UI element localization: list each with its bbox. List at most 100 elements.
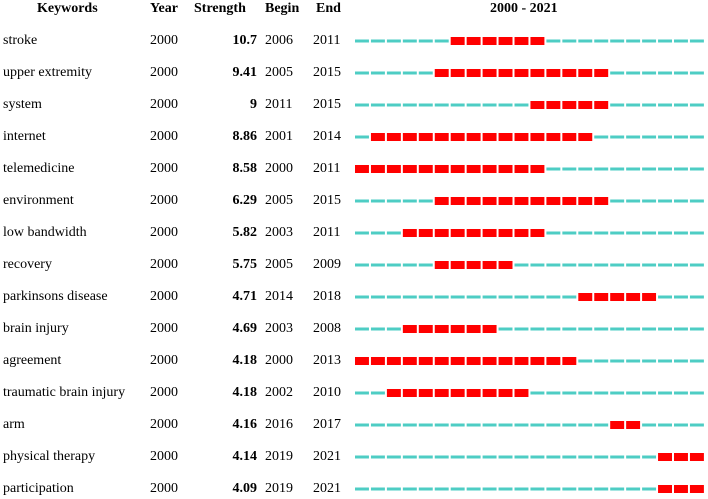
timeline-segment — [594, 135, 609, 139]
keyword-label: upper extremity — [3, 65, 93, 80]
timeline-segment — [402, 423, 417, 427]
timeline-segment — [355, 487, 369, 491]
timeline-segment — [642, 199, 657, 203]
year-label: 2000 — [150, 97, 178, 112]
timeline-segment — [658, 103, 672, 107]
timeline-segment — [386, 263, 401, 267]
burst-segment — [514, 389, 529, 397]
burst-segment — [466, 37, 481, 45]
timeline-segment — [402, 103, 417, 107]
burst-segment — [530, 101, 545, 109]
timeline-segment — [689, 103, 704, 107]
timeline-segment — [642, 327, 657, 331]
timeline-segment — [642, 263, 657, 267]
timeline-segment — [402, 71, 417, 75]
timeline-segment — [562, 263, 577, 267]
burst-segment — [514, 133, 529, 141]
end-label: 2014 — [313, 129, 341, 144]
burst-segment — [658, 453, 672, 461]
begin-label: 2019 — [265, 449, 293, 464]
timeline-segment — [689, 71, 704, 75]
timeline-segment — [418, 199, 433, 203]
strength-label: 8.86 — [232, 129, 258, 144]
timeline-segment — [370, 39, 385, 43]
timeline-segment — [642, 167, 657, 171]
end-label: 2015 — [313, 193, 341, 208]
burst-segment — [578, 101, 593, 109]
keyword-label: recovery — [3, 257, 52, 272]
begin-label: 2001 — [265, 129, 293, 144]
timeline-segment — [482, 103, 497, 107]
burst-segment — [498, 197, 513, 205]
year-label: 2000 — [150, 353, 178, 368]
burst-segment — [402, 357, 417, 365]
timeline-segment — [355, 423, 369, 427]
burst-segment — [450, 229, 465, 237]
timeline-segment — [370, 423, 385, 427]
timeline-segment — [546, 295, 561, 299]
burst-segment — [402, 165, 417, 173]
timeline-segment — [386, 231, 401, 235]
table-row: arm 2000 4.16 2016 2017 — [0, 416, 350, 434]
burst-segment — [434, 165, 449, 173]
timeline-segment — [642, 135, 657, 139]
burst-segment — [466, 133, 481, 141]
burst-segment — [482, 37, 497, 45]
burst-segment — [514, 229, 529, 237]
keyword-label: agreement — [3, 353, 62, 368]
timeline-segment — [402, 263, 417, 267]
timeline-segment — [689, 135, 704, 139]
end-label: 2015 — [313, 97, 341, 112]
timeline-segment — [450, 487, 465, 491]
end-label: 2013 — [313, 353, 341, 368]
burst-segment — [578, 197, 593, 205]
burst-segment — [402, 325, 417, 333]
burst-segment — [434, 389, 449, 397]
timeline-segment — [546, 263, 561, 267]
timeline-segment — [610, 455, 625, 459]
burst-segment — [450, 261, 465, 269]
strength-label: 10.7 — [232, 33, 258, 48]
timeline-segment — [578, 263, 593, 267]
timeline-segment — [689, 263, 704, 267]
timeline-segment — [578, 39, 593, 43]
burst-segment — [450, 357, 465, 365]
burst-segment — [482, 357, 497, 365]
timeline-segment — [418, 455, 433, 459]
burst-segment — [434, 261, 449, 269]
burst-segment — [562, 357, 577, 365]
year-label: 2000 — [150, 449, 178, 464]
timeline-segment — [658, 135, 672, 139]
burst-segment — [418, 133, 433, 141]
timeline-segment — [642, 391, 657, 395]
burst-segment — [498, 133, 513, 141]
timeline-segment — [482, 423, 497, 427]
timeline-segment — [546, 423, 561, 427]
timeline-segment — [386, 71, 401, 75]
timeline-segment — [450, 455, 465, 459]
timeline-segment — [370, 391, 385, 395]
burst-segment — [674, 453, 688, 461]
timeline-segment — [674, 231, 688, 235]
timeline-segment — [594, 455, 609, 459]
burst-segment — [562, 101, 577, 109]
burst-segment — [498, 229, 513, 237]
timeline-segment — [689, 423, 704, 427]
burst-segment — [402, 133, 417, 141]
timeline-segment — [562, 487, 577, 491]
burst-segment — [498, 37, 513, 45]
timeline-segment — [626, 487, 641, 491]
timeline-segment — [674, 39, 688, 43]
timeline-segment — [355, 135, 369, 139]
strength-label: 6.29 — [232, 193, 258, 208]
timeline-segment — [402, 487, 417, 491]
burst-segment — [434, 229, 449, 237]
timeline-segment — [689, 359, 704, 363]
burst-segment — [498, 165, 513, 173]
timeline-segment — [402, 455, 417, 459]
timeline-segment — [355, 71, 369, 75]
keyword-label: stroke — [3, 33, 38, 48]
timeline-segment — [498, 423, 513, 427]
table-row: traumatic brain injury 2000 4.18 2002 2010 — [0, 384, 350, 402]
table-row: internet 2000 8.86 2001 2014 — [0, 128, 350, 146]
